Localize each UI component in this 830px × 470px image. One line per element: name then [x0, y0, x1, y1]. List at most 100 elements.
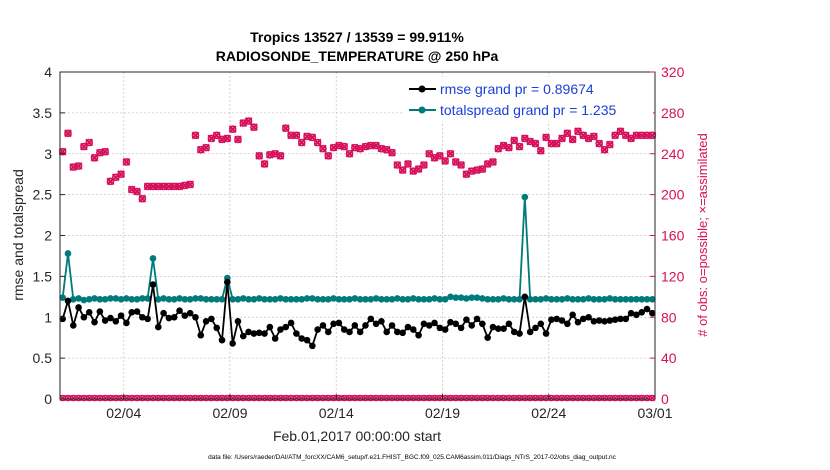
obs-zero-assimilated-marker	[649, 394, 656, 402]
spread-point	[282, 295, 290, 303]
rmse-point	[186, 309, 194, 317]
spread-point	[250, 295, 258, 303]
spread-point	[59, 294, 66, 301]
spread-point	[510, 295, 518, 303]
obs-possible-marker	[64, 129, 72, 138]
y-left-tick-label: 1.5	[33, 268, 53, 284]
obs-zero-assimilated-marker	[160, 394, 167, 402]
spread-point	[64, 250, 72, 257]
spread-point	[468, 294, 476, 301]
obs-possible-marker	[436, 151, 444, 160]
spread-point	[479, 295, 486, 302]
spread-point	[154, 295, 162, 303]
rmse-point	[494, 325, 502, 332]
obs-possible-marker	[281, 124, 290, 133]
y-right-tick-label: 240	[661, 146, 685, 162]
spread-point	[484, 295, 491, 303]
rmse-point	[468, 322, 476, 329]
rmse-point	[202, 318, 210, 325]
spread-point	[340, 295, 348, 303]
obs-zero-assimilated-marker	[410, 394, 417, 402]
spread-point	[75, 295, 82, 302]
obs-assimilated-marker	[324, 151, 333, 160]
obs-assimilated-marker	[510, 136, 519, 145]
rmse-point	[80, 313, 88, 321]
obs-zero-assimilated-marker	[463, 394, 470, 402]
obs-zero-assimilated-marker	[548, 394, 555, 402]
y-right-tick-label: 40	[661, 350, 677, 366]
spread-point	[186, 295, 194, 303]
rmse-point	[415, 331, 422, 339]
obs-assimilated-marker	[568, 135, 577, 144]
obs-assimilated-marker	[281, 124, 290, 133]
obs-zero-assimilated-marker	[606, 394, 614, 402]
spread-point	[218, 295, 226, 303]
obs-possible-marker	[414, 165, 423, 173]
rmse-point	[117, 312, 125, 319]
spread-point	[197, 295, 205, 302]
obs-zero-assimilated-marker	[112, 394, 119, 402]
y-left-tick-label: 1	[44, 309, 52, 325]
obs-zero-assimilated-marker	[144, 394, 151, 402]
y-left-tick-label: 4	[44, 64, 52, 80]
spread-point	[420, 295, 428, 303]
obs-possible-marker	[101, 147, 109, 156]
obs-zero-assimilated-marker	[186, 394, 194, 402]
obs-zero-assimilated-marker	[542, 394, 550, 402]
spread-point	[431, 295, 438, 302]
rmse-point	[505, 320, 513, 328]
y-axis-left-ticks: 0 0.5 1 1.5 2 2.5 3 3.5 4	[33, 64, 65, 407]
rmse-point	[431, 319, 438, 327]
rmse-point	[64, 297, 72, 305]
obs-possible-marker	[425, 149, 434, 158]
obs-zero-assimilated-marker	[457, 394, 465, 402]
obs-possible-marker	[90, 154, 99, 162]
spread-point	[96, 295, 104, 303]
obs-assimilated-marker	[515, 142, 524, 151]
spread-point	[542, 295, 550, 302]
obs-zero-assimilated-marker	[505, 394, 513, 402]
rmse-point	[335, 319, 343, 327]
spread-point	[579, 295, 587, 303]
obs-assimilated-marker	[260, 160, 269, 168]
spread-point	[335, 295, 343, 303]
obs-possible-marker	[515, 142, 524, 151]
obs-possible-marker	[446, 149, 455, 158]
obs-possible-marker	[313, 138, 322, 147]
rmse-point	[362, 322, 369, 329]
obs-zero-assimilated-marker	[176, 394, 183, 402]
obs-zero-assimilated-marker	[468, 394, 475, 402]
obs-zero-assimilated-marker	[325, 394, 332, 402]
spread-point	[298, 295, 306, 303]
rmse-point	[271, 335, 279, 342]
obs-zero-assimilated-marker	[165, 394, 173, 402]
spread-point	[553, 295, 561, 303]
spread-point	[192, 295, 199, 302]
obs-zero-assimilated-marker	[638, 394, 645, 402]
obs-zero-assimilated-marker	[356, 394, 364, 402]
obs-zero-assimilated-marker	[101, 394, 109, 402]
obs-zero-assimilated-marker	[617, 394, 624, 402]
spread-point	[473, 294, 481, 301]
obs-possible-marker	[122, 158, 131, 166]
spread-point	[585, 295, 592, 302]
rmse-point	[367, 315, 375, 323]
rmse-point	[351, 322, 359, 329]
rmse-point	[627, 309, 635, 317]
obs-zero-assimilated-marker	[330, 394, 337, 402]
obs-assimilated-marker	[457, 161, 466, 169]
obs-possible-marker	[531, 139, 540, 148]
spread-point	[564, 295, 571, 302]
obs-possible-marker	[212, 131, 221, 140]
rmse-point	[128, 309, 136, 316]
rmse-point	[112, 318, 120, 325]
spread-point	[293, 295, 300, 303]
obs-possible-marker	[563, 129, 572, 138]
obs-zero-assimilated-marker	[309, 394, 316, 402]
spread-point	[351, 295, 359, 302]
x-tick-label: 02/04	[106, 405, 141, 421]
spread-point	[500, 295, 507, 302]
rmse-point	[479, 320, 486, 328]
obs-zero-assimilated-marker	[256, 394, 263, 402]
spread-point	[378, 295, 385, 303]
